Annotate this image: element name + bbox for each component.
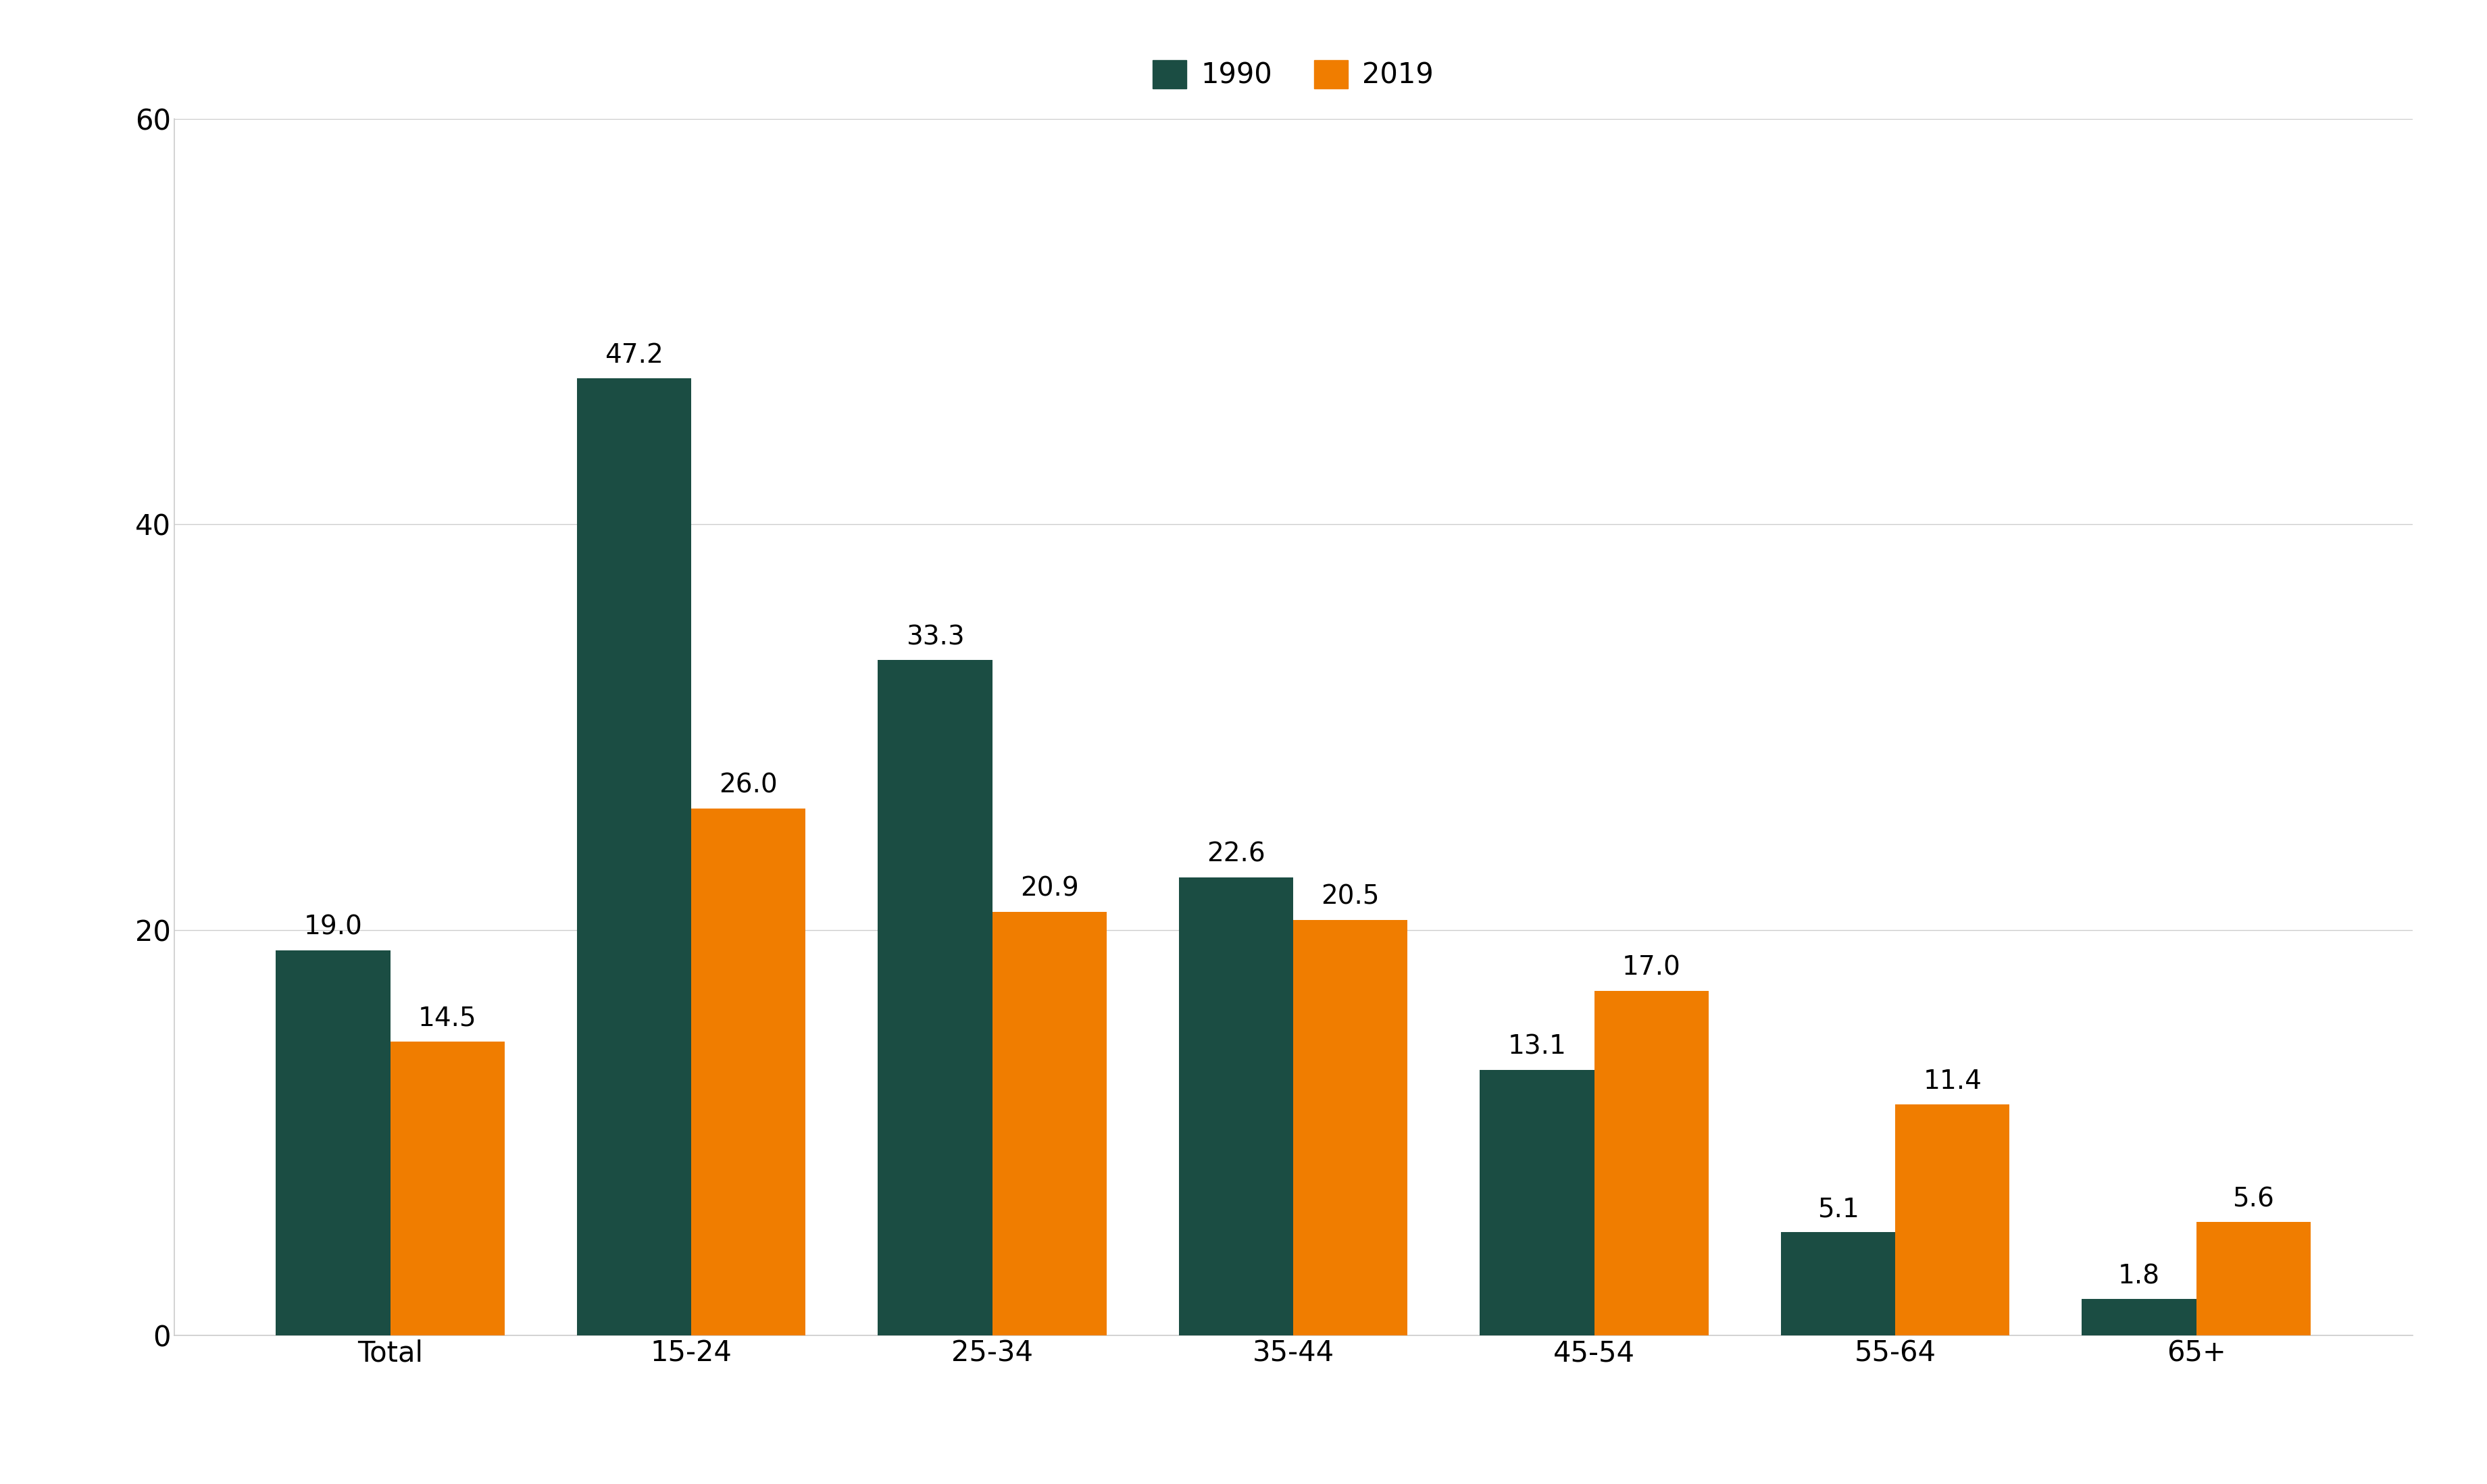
Text: 26.0: 26.0	[719, 773, 778, 798]
Bar	[1781, 1232, 1895, 1336]
Bar	[577, 378, 691, 1336]
Text: 17.0: 17.0	[1622, 956, 1681, 981]
Text: 33.3: 33.3	[905, 625, 965, 650]
Bar	[992, 911, 1107, 1336]
Text: 22.6: 22.6	[1206, 841, 1266, 867]
Text: 1.8: 1.8	[2119, 1263, 2161, 1290]
Text: 5.6: 5.6	[2233, 1186, 2273, 1212]
Text: 11.4: 11.4	[1922, 1068, 1982, 1094]
Bar	[878, 660, 992, 1336]
Text: 14.5: 14.5	[418, 1006, 478, 1031]
Text: 47.2: 47.2	[604, 343, 664, 368]
Bar	[1293, 920, 1408, 1336]
Text: 13.1: 13.1	[1507, 1034, 1567, 1060]
Text: 19.0: 19.0	[303, 914, 363, 941]
Bar	[276, 950, 390, 1336]
Bar	[2196, 1221, 2310, 1336]
Text: 20.9: 20.9	[1020, 876, 1079, 902]
Bar	[390, 1042, 505, 1336]
Text: 20.5: 20.5	[1321, 884, 1380, 910]
Text: 5.1: 5.1	[1818, 1196, 1858, 1221]
Bar	[2082, 1298, 2196, 1336]
Bar	[1594, 991, 1709, 1336]
Bar	[1480, 1070, 1594, 1336]
Bar	[1179, 877, 1293, 1336]
Bar	[1895, 1104, 2009, 1336]
Bar	[691, 809, 806, 1336]
Legend: 1990, 2019: 1990, 2019	[1154, 59, 1433, 89]
